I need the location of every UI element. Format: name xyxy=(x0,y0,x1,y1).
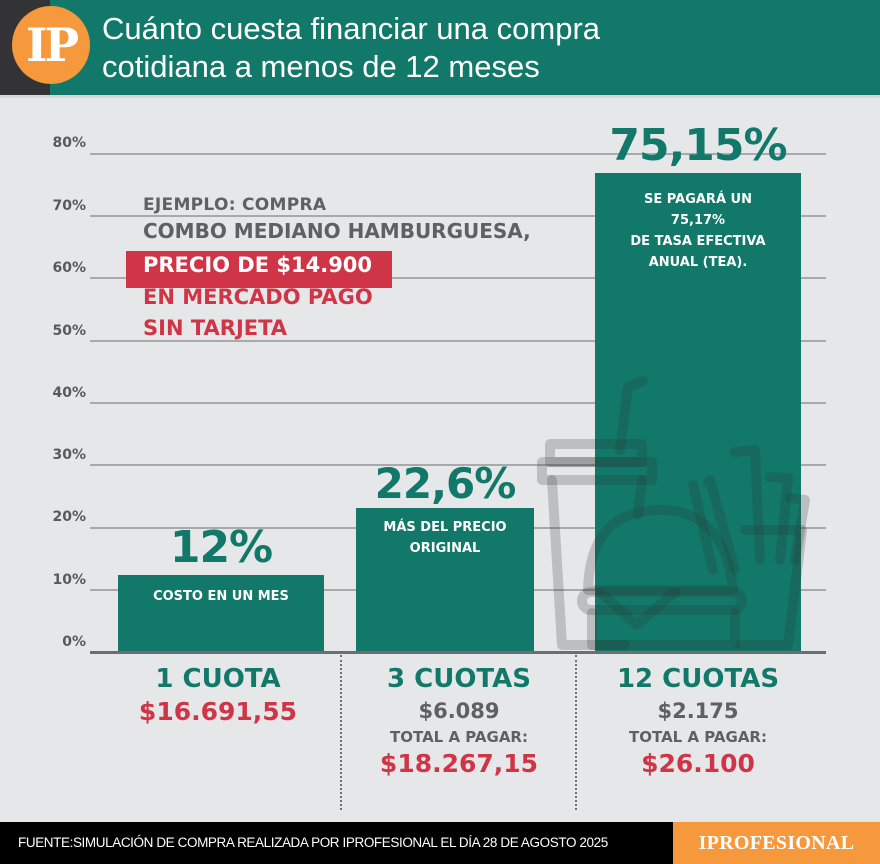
y-tick-50: 50% xyxy=(52,323,86,339)
gridline xyxy=(90,464,826,466)
ip-logo: IP xyxy=(12,6,90,84)
y-tick-0: 0% xyxy=(62,634,86,650)
bar-12-value: 75,15% xyxy=(609,120,787,171)
installment-label: 12 CUOTAS xyxy=(616,664,780,694)
example-description: EJEMPLO: COMPRA COMBO MEDIANO HAMBURGUES… xyxy=(126,194,531,344)
y-tick-80: 80% xyxy=(52,135,86,151)
page-title: Cuánto cuesta financiar una compra cotid… xyxy=(102,10,600,86)
bar-3-value: 22,6% xyxy=(374,459,517,508)
annotation-line: ANUAL (TEA). xyxy=(648,255,748,270)
bar-1-annotation: COSTO EN UN MES xyxy=(153,589,289,604)
annotation-line: ORIGINAL xyxy=(409,541,481,556)
installment-label: 1 CUOTA xyxy=(155,664,281,694)
example-line-5: SIN TARJETA xyxy=(143,316,288,340)
price-highlight-box xyxy=(126,251,392,288)
bar-1-value: 12% xyxy=(169,522,273,573)
header-bar xyxy=(0,0,880,95)
installment-label: 3 CUOTAS xyxy=(386,664,531,694)
example-line-2: COMBO MEDIANO HAMBURGUESA, xyxy=(143,219,531,243)
bar-12-cuotas xyxy=(595,173,801,652)
title-line-2: cotidiana a menos de 12 meses xyxy=(102,49,540,84)
gridline xyxy=(90,340,826,342)
header-divider xyxy=(0,95,880,98)
bar-3-annotation: MÁS DEL PRECIO ORIGINAL xyxy=(356,517,534,559)
y-tick-30: 30% xyxy=(52,447,86,463)
total-label: TOTAL A PAGAR: xyxy=(629,728,767,746)
installment-col-3: 3 CUOTAS $6.089 TOTAL A PAGAR: $18.267,1… xyxy=(344,662,574,780)
footer-bar: FUENTE:SIMULACIÓN DE COMPRA REALIZADA PO… xyxy=(0,822,880,864)
column-divider xyxy=(575,655,577,810)
y-tick-10: 10% xyxy=(52,572,86,588)
installment-amount: $2.175 xyxy=(657,699,739,723)
footer-brand-logo: IPROFESIONAL xyxy=(673,822,880,864)
bar-12-annotation: SE PAGARÁ UN 75,17% DE TASA EFECTIVA ANU… xyxy=(595,189,801,273)
y-tick-40: 40% xyxy=(52,385,86,401)
x-axis-baseline xyxy=(90,651,826,654)
annotation-line: 75,17% xyxy=(670,213,726,228)
total-label: TOTAL A PAGAR: xyxy=(390,728,528,746)
installment-total: $18.267,15 xyxy=(379,749,539,778)
column-divider xyxy=(340,655,342,810)
logo-text: IP xyxy=(25,18,79,72)
gridline xyxy=(90,153,826,155)
source-note: FUENTE:SIMULACIÓN DE COMPRA REALIZADA PO… xyxy=(18,835,608,850)
gridline xyxy=(90,215,826,217)
installment-col-12: 12 CUOTAS $2.175 TOTAL A PAGAR: $26.100 xyxy=(580,662,816,780)
example-line-1: EJEMPLO: COMPRA xyxy=(143,195,327,215)
example-line-4: EN MERCADO PAGO xyxy=(143,285,373,309)
annotation-line: MÁS DEL PRECIO xyxy=(383,520,507,535)
example-price: PRECIO DE $14.900 xyxy=(143,253,373,277)
y-tick-70: 70% xyxy=(52,198,86,214)
installment-col-1: 1 CUOTA $16.691,55 xyxy=(100,662,336,728)
annotation-line: DE TASA EFECTIVA xyxy=(630,234,766,249)
installment-total: $26.100 xyxy=(641,749,755,778)
bar-1-cuota xyxy=(118,575,324,652)
bar-3-cuotas xyxy=(356,508,534,652)
y-tick-60: 60% xyxy=(52,260,86,276)
title-line-1: Cuánto cuesta financiar una compra xyxy=(102,11,601,46)
gridline xyxy=(90,402,826,404)
gridline xyxy=(90,277,826,279)
annotation-line: SE PAGARÁ UN xyxy=(644,192,752,207)
y-tick-20: 20% xyxy=(52,509,86,525)
installment-amount: $6.089 xyxy=(418,699,500,723)
installment-total: $16.691,55 xyxy=(138,697,298,726)
